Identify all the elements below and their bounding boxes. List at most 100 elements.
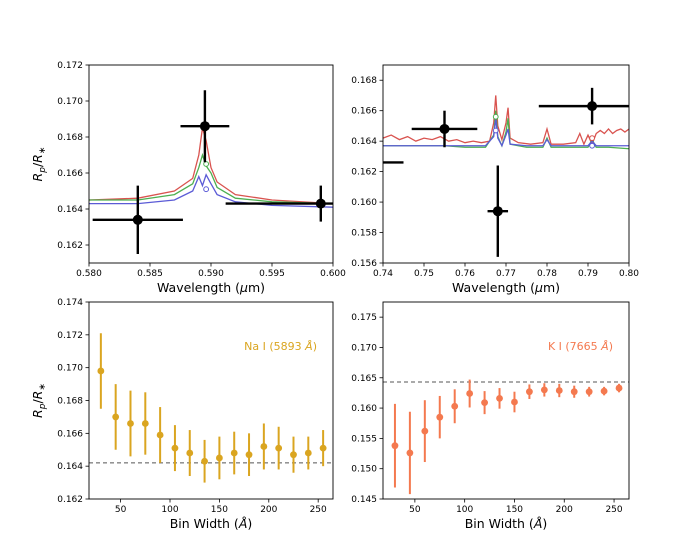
y-tick-label: 0.174 (57, 298, 83, 308)
y-tick-label: 0.160 (351, 198, 377, 208)
x-tick-label: 150 (506, 505, 523, 515)
x-tick-label: 0.77 (496, 269, 516, 279)
y-tick-label: 0.166 (351, 107, 377, 117)
y-tick-label: 0.145 (351, 495, 377, 505)
panel-na-spectrum: 0.580 0.585 0.590 0.595 0.600 0.162 0.164 0.166… (30, 61, 346, 295)
data-point (132, 214, 143, 225)
data-point (406, 449, 414, 457)
y-tick-label: 0.158 (351, 229, 377, 239)
data-point (466, 390, 474, 397)
model-line-blue (89, 173, 333, 208)
x-tick-label: 200 (260, 505, 277, 515)
plot-area (89, 333, 333, 483)
y-tick-label: 0.168 (57, 133, 83, 143)
x-tick-label: 0.79 (578, 269, 598, 279)
y-tick-label: 0.155 (351, 434, 377, 444)
model-line-blue (383, 118, 629, 148)
data-point (439, 123, 450, 134)
x-tick-label: 0.80 (619, 269, 639, 279)
data-point (481, 399, 488, 407)
model-marker (203, 161, 210, 167)
x-tick-label: 0.590 (198, 269, 224, 279)
model-line-green (89, 152, 333, 205)
data-point (540, 386, 548, 394)
y-tick-label: 0.166 (57, 429, 83, 439)
y-tick-label: 0.156 (351, 259, 377, 269)
y-tick-label: 0.162 (57, 241, 83, 251)
panel-k-binwidth: 50 100 150 200 250 0.145 0.150 0.155 0.160 0.165 0… (351, 301, 630, 531)
y-axis-label: Rp/R∗ (30, 383, 48, 418)
plot-area (383, 379, 629, 495)
x-tick-label: 0.585 (137, 269, 163, 279)
data-point (171, 444, 179, 452)
data-point (230, 449, 238, 457)
data-point (186, 449, 194, 457)
data-point (319, 444, 327, 452)
x-tick-label: 0.600 (320, 269, 346, 279)
plot-area (383, 87, 629, 257)
data-point (585, 388, 593, 396)
x-tick-label: 50 (115, 505, 127, 515)
data-point (496, 394, 503, 402)
data-point (97, 367, 105, 375)
data-point (112, 413, 120, 421)
data-point (260, 443, 268, 450)
model-line-red (89, 127, 333, 205)
x-tick-label: 0.75 (414, 269, 434, 279)
y-tick-label: 0.162 (57, 495, 83, 505)
panel-k-spectrum: 0.74 0.75 0.76 0.77 0.78 0.79 0.80 0.156 0.158 0.… (351, 64, 639, 295)
data-point (451, 402, 459, 410)
x-axis-label: Bin Width (Å) (170, 516, 253, 531)
data-point (492, 206, 503, 217)
data-point (587, 101, 598, 112)
y-tick-label: 0.168 (57, 397, 83, 407)
y-tick-label: 0.170 (57, 364, 83, 374)
model-marker (492, 113, 499, 120)
model-marker (589, 135, 595, 142)
data-point (315, 198, 326, 209)
data-point (201, 457, 208, 465)
axes-frame (88, 64, 334, 264)
x-tick-label: 100 (456, 505, 473, 515)
y-axis-label: Rp/R∗ (30, 147, 48, 182)
y-tick-label: 0.175 (351, 313, 377, 323)
model-marker (203, 186, 210, 193)
data-point (215, 454, 223, 462)
y-tick-label: 0.172 (57, 331, 83, 341)
y-tick-label: 0.170 (57, 97, 83, 107)
data-point (391, 442, 399, 450)
data-point (275, 444, 283, 452)
data-point (199, 121, 210, 132)
x-tick-label: 250 (310, 505, 327, 515)
y-tick-label: 0.168 (351, 76, 377, 86)
plot-area (89, 90, 333, 254)
data-point (421, 427, 429, 435)
y-tick-label: 0.170 (351, 343, 377, 353)
x-tick-label: 200 (556, 505, 573, 515)
y-tick-label: 0.150 (351, 465, 377, 475)
y-tick-label: 0.162 (351, 168, 377, 178)
data-point (245, 451, 253, 459)
y-tick-label: 0.164 (351, 137, 377, 147)
data-point (127, 420, 134, 427)
data-point (615, 384, 623, 392)
x-tick-label: 0.595 (259, 269, 285, 279)
x-tick-label: 0.78 (537, 269, 557, 279)
y-tick-label: 0.164 (57, 205, 83, 215)
y-tick-label: 0.164 (57, 462, 83, 472)
line-annotation: Na I (5893 Å) (244, 340, 317, 353)
x-tick-label: 0.74 (373, 269, 393, 279)
x-tick-label: 50 (409, 505, 421, 515)
y-tick-label: 0.160 (351, 404, 377, 414)
data-point (156, 431, 164, 439)
y-tick-label: 0.172 (57, 61, 83, 71)
model-marker (589, 142, 595, 149)
data-point (141, 420, 149, 427)
data-point (570, 388, 578, 396)
data-point (511, 398, 518, 406)
line-annotation: K I (7665 Å) (548, 340, 613, 353)
x-tick-label: 250 (605, 505, 622, 515)
axes-frame (382, 64, 630, 264)
data-point (304, 449, 312, 457)
